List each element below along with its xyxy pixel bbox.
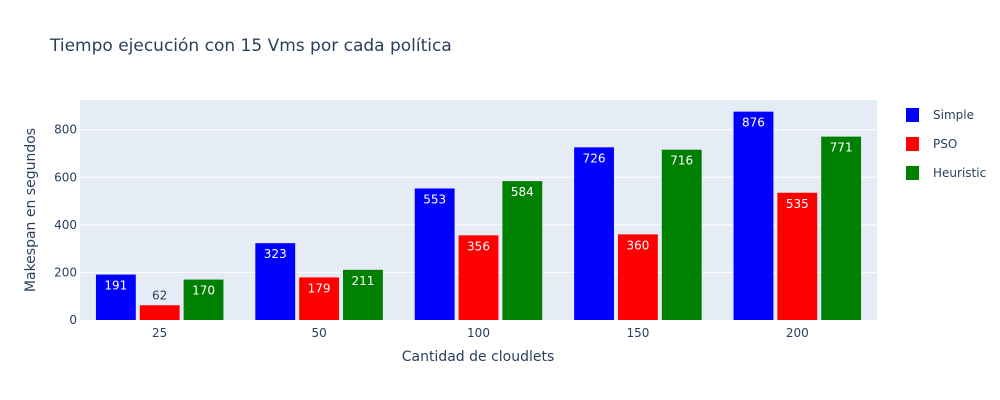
bars-group: 191 62 170 323 179 211 553 356 584 726 360 716 876 53… xyxy=(95,111,862,320)
bar-heuristic xyxy=(821,136,862,320)
legend-swatch-pso xyxy=(906,137,919,151)
legend-label-heuristic: Heuristic xyxy=(933,166,986,180)
x-axis-label: Cantidad de cloudlets xyxy=(402,349,555,365)
x-tick-label: 100 xyxy=(467,326,490,340)
data-label: 771 xyxy=(830,141,853,155)
bar-pso xyxy=(777,192,818,320)
data-label: 62 xyxy=(152,288,167,302)
data-label: 356 xyxy=(467,239,490,253)
legend-swatch-simple xyxy=(906,108,919,122)
y-tick-label: 400 xyxy=(54,218,77,232)
legend: Simple PSO Heuristic xyxy=(906,108,986,180)
data-label: 716 xyxy=(670,154,693,168)
bar-heuristic xyxy=(502,181,543,320)
bar-simple xyxy=(414,188,455,320)
bar-heuristic xyxy=(183,279,224,320)
chart-title: Tiempo ejecución con 15 Vms por cada pol… xyxy=(49,36,452,56)
bar-pso xyxy=(617,234,658,320)
bar-pso xyxy=(139,305,180,320)
x-tick-label: 25 xyxy=(152,326,167,340)
bar-heuristic xyxy=(343,269,383,320)
y-tick-label: 600 xyxy=(54,170,77,184)
x-tick-labels: 25 50 100 150 200 xyxy=(152,326,809,340)
data-label: 535 xyxy=(786,197,809,211)
y-tick-label: 800 xyxy=(54,123,77,137)
legend-swatch-heuristic xyxy=(906,166,919,180)
data-label: 179 xyxy=(308,281,331,295)
data-label: 323 xyxy=(264,247,287,261)
data-label: 211 xyxy=(351,274,374,288)
data-label: 170 xyxy=(192,284,215,298)
bar-pso xyxy=(299,277,340,320)
x-tick-label: 200 xyxy=(786,326,809,340)
bar-simple xyxy=(574,147,614,320)
y-tick-labels: 0 200 400 600 800 xyxy=(54,123,77,327)
data-label: 191 xyxy=(104,279,127,293)
bar-simple xyxy=(733,111,774,320)
legend-label-pso: PSO xyxy=(933,137,957,151)
data-label: 553 xyxy=(423,192,446,206)
data-label: 726 xyxy=(583,151,606,165)
bar-heuristic xyxy=(661,149,702,320)
x-tick-label: 50 xyxy=(311,326,326,340)
data-label: 584 xyxy=(511,185,534,199)
bar-simple xyxy=(255,243,296,320)
bar-simple xyxy=(95,274,136,320)
legend-label-simple: Simple xyxy=(933,108,974,122)
y-axis-label: Makespan en segundos xyxy=(23,128,39,292)
y-tick-label: 0 xyxy=(69,313,77,327)
x-tick-label: 150 xyxy=(626,326,649,340)
data-label: 876 xyxy=(742,116,765,130)
y-tick-label: 200 xyxy=(54,265,77,279)
bar-pso xyxy=(458,235,499,320)
data-label: 360 xyxy=(626,238,649,252)
